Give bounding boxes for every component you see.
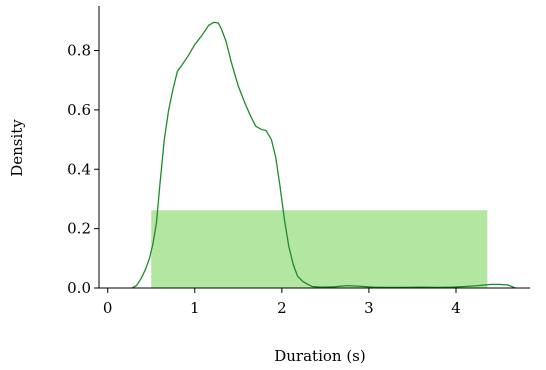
y-tick-label: 0.6 bbox=[67, 101, 91, 119]
x-tick-label: 1 bbox=[190, 299, 200, 317]
tick-layer: 0 1 2 3 4 0.0 0.2 0.4 0.6 0.8 bbox=[67, 42, 461, 317]
density-line bbox=[131, 21, 516, 289]
x-axis-title: Duration (s) bbox=[274, 347, 366, 365]
axes-layer bbox=[98, 6, 530, 289]
y-tick-label: 0.0 bbox=[67, 279, 91, 297]
x-tick-label: 0 bbox=[103, 299, 113, 317]
y-tick-label: 0.4 bbox=[67, 160, 91, 178]
y-tick-label: 0.2 bbox=[67, 220, 91, 238]
band-layer bbox=[151, 210, 488, 288]
y-tick-label: 0.8 bbox=[67, 42, 91, 60]
x-tick-label: 3 bbox=[364, 299, 374, 317]
x-tick-label: 2 bbox=[277, 299, 287, 317]
x-tick-label: 4 bbox=[451, 299, 461, 317]
y-axis-title: Density bbox=[8, 119, 26, 177]
line-layer bbox=[131, 21, 516, 289]
density-band bbox=[151, 210, 488, 288]
